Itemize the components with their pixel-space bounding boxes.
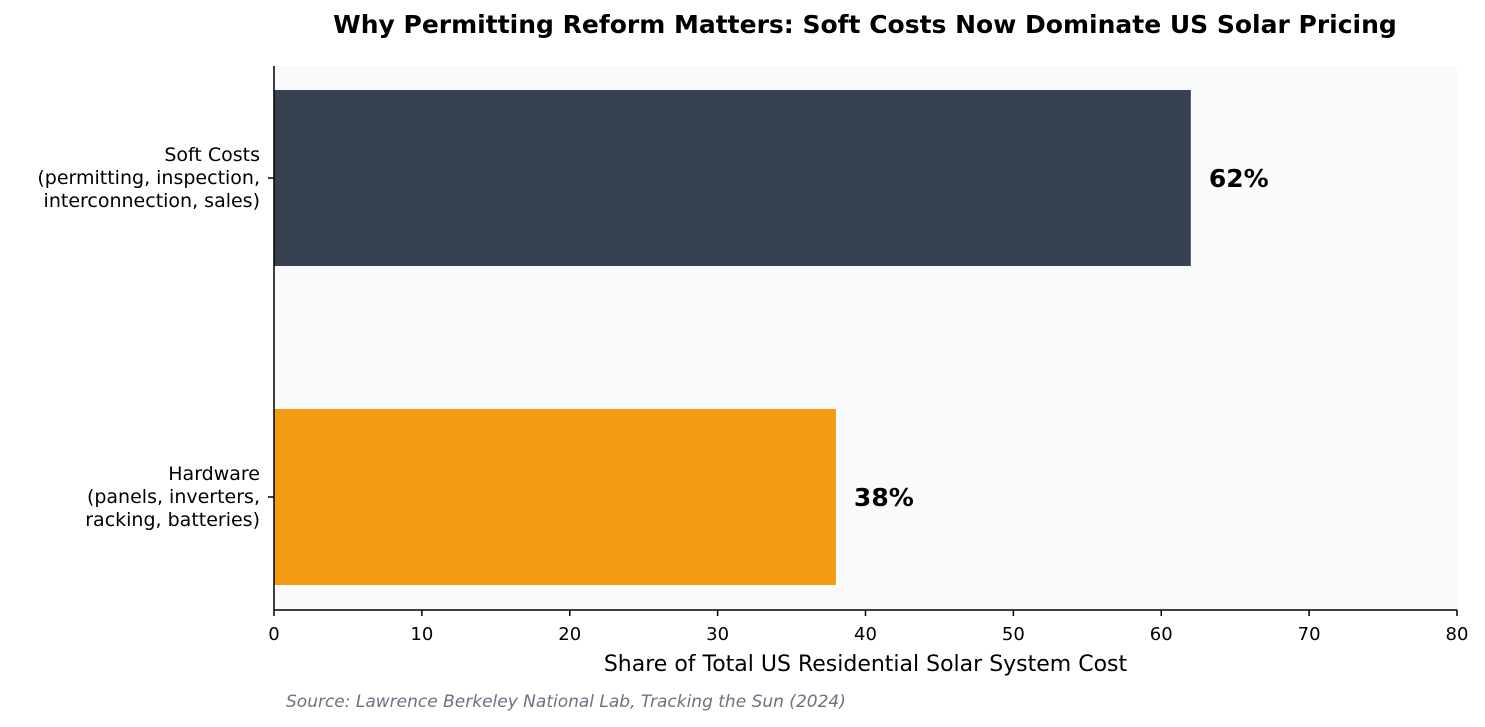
- source-note: Source: Lawrence Berkeley National Lab, …: [286, 692, 846, 712]
- x-tick-label: 80: [1446, 624, 1469, 645]
- category-label: Soft Costs (permitting, inspection, inte…: [37, 143, 260, 212]
- bar: [274, 409, 836, 585]
- x-tick-label: 10: [410, 624, 433, 645]
- y-axis-ticks: [268, 177, 274, 498]
- x-tick-label: 0: [268, 624, 279, 645]
- bars-layer: [274, 90, 1191, 585]
- data-label: 38%: [854, 483, 914, 512]
- data-label: 62%: [1209, 164, 1269, 193]
- bar: [274, 90, 1191, 266]
- x-tick-label: 70: [1298, 624, 1321, 645]
- category-label: Hardware (panels, inverters, racking, ba…: [85, 462, 260, 531]
- x-axis-title: Share of Total US Residential Solar Syst…: [604, 652, 1128, 677]
- x-axis-ticks: 0 10 20 30 40 50 60 70 80: [268, 610, 1468, 645]
- data-labels-layer: 62% 38%: [854, 164, 1269, 512]
- x-tick-label: 20: [558, 624, 581, 645]
- x-tick-label: 40: [854, 624, 877, 645]
- x-tick-label: 60: [1150, 624, 1173, 645]
- chart-title: Why Permitting Reform Matters: Soft Cost…: [333, 10, 1397, 39]
- x-tick-label: 30: [706, 624, 729, 645]
- x-tick-label: 50: [1002, 624, 1025, 645]
